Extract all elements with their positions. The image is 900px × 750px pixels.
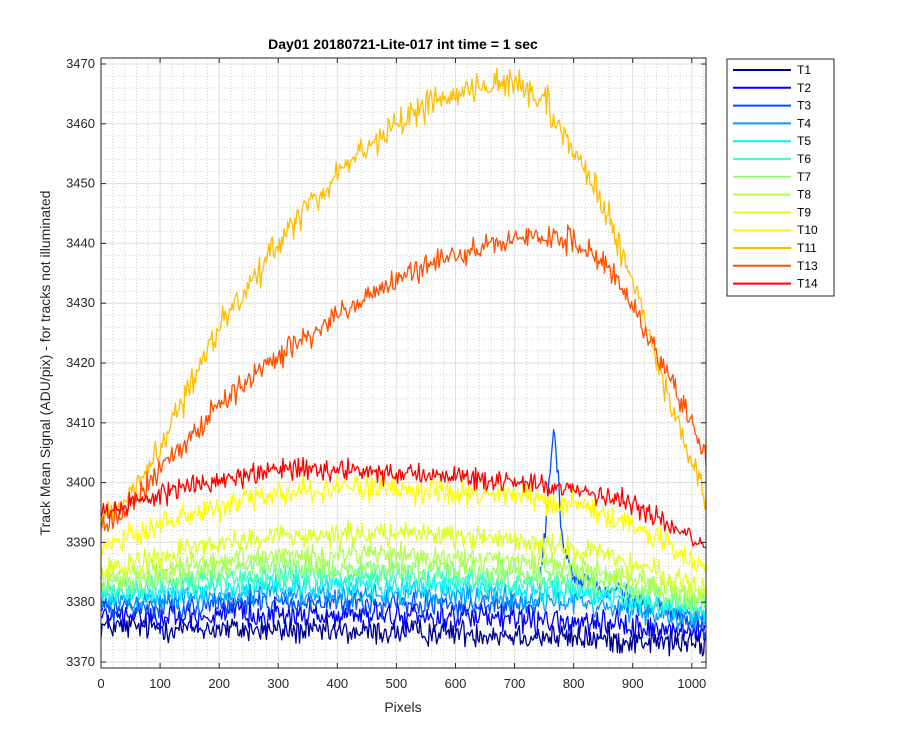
- legend-label-t4: T4: [797, 116, 811, 130]
- x-tick-label: 800: [563, 676, 585, 691]
- y-tick-label: 3390: [66, 534, 95, 549]
- y-tick-label: 3460: [66, 116, 95, 131]
- y-tick-label: 3440: [66, 235, 95, 250]
- x-tick-label: 100: [149, 676, 171, 691]
- legend-label-t9: T9: [797, 205, 811, 219]
- y-tick-label: 3470: [66, 56, 95, 71]
- legend-label-t11: T11: [797, 241, 817, 255]
- series-line-t11: [101, 67, 706, 528]
- y-tick-label: 3380: [66, 594, 95, 609]
- series-line-t6: [101, 562, 706, 614]
- x-axis-title: Pixels: [384, 699, 421, 715]
- x-tick-label: 200: [208, 676, 230, 691]
- legend-label-t5: T5: [797, 134, 811, 148]
- y-tick-label: 3400: [66, 475, 95, 490]
- y-tick-label: 3370: [66, 654, 95, 669]
- series-line-t2: [101, 596, 706, 641]
- legend[interactable]: T1 T2 T3 T4 T5 T6 T7 T8 T9 T10 T11 T13 T14: [726, 58, 835, 297]
- legend-label-t1: T1: [797, 63, 811, 77]
- x-tick-label: 500: [386, 676, 408, 691]
- series-line-t14: [101, 456, 706, 549]
- grid-layer: [100, 58, 706, 668]
- series-line-t9: [101, 519, 706, 605]
- y-axis-title: Track Mean Signal (ADU/pix) - for tracks…: [37, 191, 53, 536]
- series-line-t5: [101, 570, 706, 624]
- legend-label-t14: T14: [797, 277, 818, 291]
- series-layer: [101, 67, 706, 657]
- legend-label-t3: T3: [797, 99, 811, 113]
- x-tick-label: 300: [267, 676, 289, 691]
- x-tick-label: 0: [97, 676, 104, 691]
- y-tick-label: 3430: [66, 295, 95, 310]
- series-line-t10: [101, 472, 706, 573]
- x-tick-label: 1000: [677, 676, 706, 691]
- y-tick-label: 3450: [66, 176, 95, 191]
- x-tick-label: 900: [622, 676, 644, 691]
- legend-items: T1 T2 T3 T4 T5 T6 T7 T8 T9 T10 T11 T13 T14: [733, 63, 818, 291]
- legend-label-t8: T8: [797, 188, 811, 202]
- legend-label-t7: T7: [797, 170, 811, 184]
- legend-label-t10: T10: [797, 223, 818, 237]
- legend-label-t2: T2: [797, 81, 811, 95]
- y-tick-label: 3420: [66, 355, 95, 370]
- y-tick-label: 3410: [66, 415, 95, 430]
- x-tick-label: 600: [445, 676, 467, 691]
- legend-label-t6: T6: [797, 152, 811, 166]
- x-tick-label: 700: [504, 676, 526, 691]
- series-line-t8: [101, 539, 706, 604]
- series-line-t13: [101, 224, 706, 532]
- legend-label-t13: T13: [797, 259, 818, 273]
- chart-title: Day01 20180721-Lite-017 int time = 1 sec: [268, 36, 538, 52]
- x-tick-label: 400: [326, 676, 348, 691]
- tick-layer: 3370 3380 3390 3400 3410 3420 3430 3440 3450 3460…: [66, 56, 706, 691]
